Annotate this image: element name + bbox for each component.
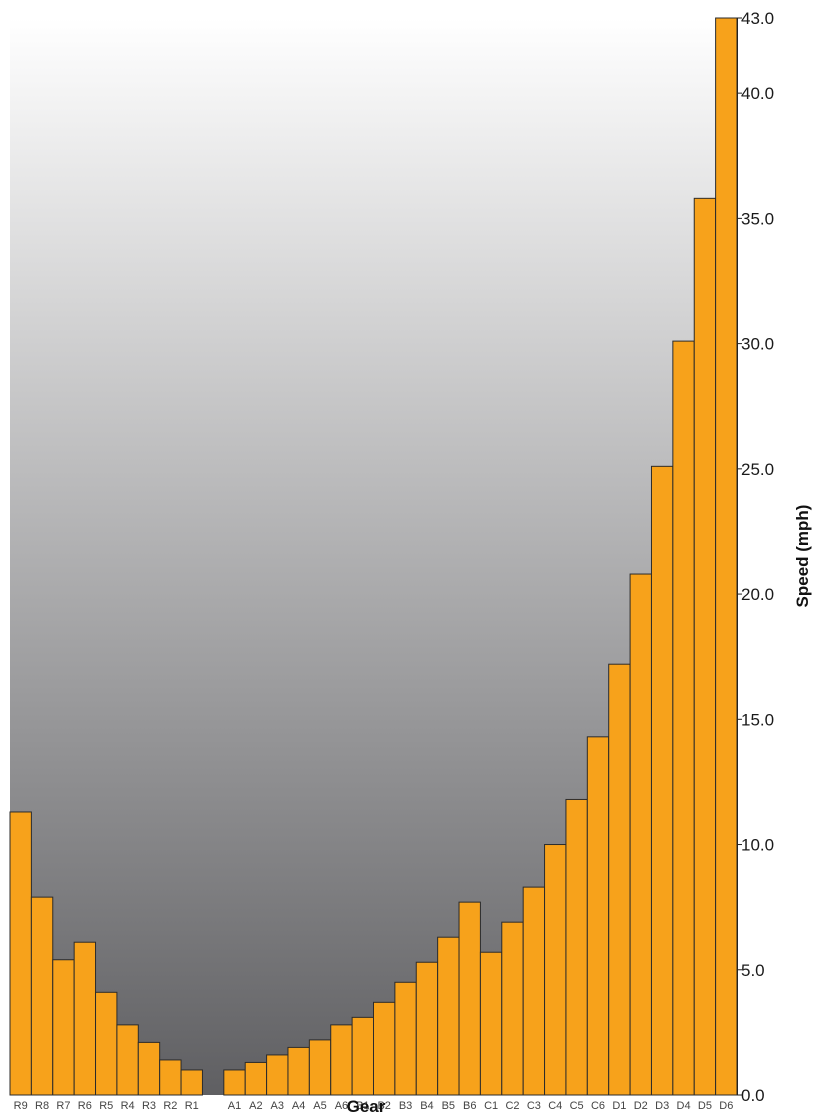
x-tick-label-d6: D6 [719,1100,733,1112]
x-tick-label-r8: R8 [35,1100,49,1112]
x-tick-label-b6: B6 [463,1100,476,1112]
bar-r5 [95,991,118,1096]
bar-b1 [351,1016,374,1096]
x-tick-label-r9: R9 [14,1100,28,1112]
bar-r9 [9,811,32,1096]
y-axis: 0.0 5.0 10.0 15.0 20.0 25.0 30.0 35.0 40.0 43.0 [737,9,774,1105]
bar-c5 [565,798,588,1096]
x-tick-label-r4: R4 [121,1100,135,1112]
bar-r6 [73,941,97,1096]
x-tick-label-a3: A3 [271,1100,284,1112]
x-tick-label-r7: R7 [56,1100,70,1112]
x-tick-label-b1: B1 [356,1100,369,1112]
bar-d2 [629,573,652,1096]
bar-c6 [586,736,610,1096]
x-tick-label-a6: A6 [335,1100,348,1112]
x-tick-label-d3: D3 [655,1100,669,1112]
x-tick-label-b5: B5 [442,1100,455,1112]
bar-r4 [116,1024,139,1096]
bar-b4 [415,961,439,1096]
y-tick-label: 0.0 [741,1086,765,1105]
category-labels: R9 R8 R7 R6 R5 R4 R3 R2 R1 A1 A2 A3 A4 A5 A6 B1 B2 B3 B4 B5… [14,1100,734,1112]
y-tick-label: 5.0 [741,961,765,980]
bar-r7 [52,959,75,1096]
bar-b3 [394,981,417,1096]
y-tick-label: 15.0 [741,710,774,729]
x-tick-label-b3: B3 [399,1100,412,1112]
x-tick-label-d1: D1 [612,1100,626,1112]
bar-d4 [672,340,695,1096]
bar-b2 [373,1001,396,1096]
y-axis-title: Speed (mph) [793,505,812,608]
x-tick-label-b2: B2 [377,1100,390,1112]
bar-r1 [180,1069,203,1096]
bar-a5 [308,1039,332,1096]
bar-c2 [501,921,524,1096]
bar-d5 [693,197,717,1096]
x-tick-label-d4: D4 [677,1100,691,1112]
bars-group [9,17,738,1096]
bar-a2 [244,1061,268,1096]
bar-a4 [287,1046,310,1096]
y-tick-label: 10.0 [741,836,774,855]
bar-d3 [650,465,674,1096]
x-tick-label-d5: D5 [698,1100,712,1112]
x-tick-label-r3: R3 [142,1100,156,1112]
x-tick-label-c1: C1 [484,1100,498,1112]
x-tick-label-b4: B4 [420,1100,433,1112]
x-tick-label-a1: A1 [228,1100,241,1112]
x-tick-label-r2: R2 [163,1100,177,1112]
bar-d6 [715,17,738,1096]
x-tick-label-r6: R6 [78,1100,92,1112]
y-tick-label: 30.0 [741,335,774,354]
bar-b5 [437,936,460,1096]
y-tick-label: 40.0 [741,84,774,103]
x-tick-label-a2: A2 [249,1100,262,1112]
bar-a3 [266,1054,289,1096]
bar-b6 [458,901,481,1096]
bar-r2 [159,1059,182,1096]
bar-c1 [479,951,503,1096]
bar-a6 [330,1024,353,1096]
x-tick-label-r1: R1 [185,1100,199,1112]
x-tick-label-d2: D2 [634,1100,648,1112]
x-tick-label-c6: C6 [591,1100,605,1112]
bar-c4 [544,844,567,1096]
x-axis-title: Gear [347,1097,386,1116]
y-tick-label: 43.0 [741,9,774,28]
x-tick-label-a5: A5 [313,1100,326,1112]
y-tick-label: 20.0 [741,585,774,604]
x-tick-label-c4: C4 [548,1100,562,1112]
bar-c3 [522,886,546,1096]
bar-d1 [608,663,631,1096]
y-tick-label: 25.0 [741,460,774,479]
bar-r3 [137,1041,161,1096]
bar-a1 [223,1069,246,1096]
x-tick-label-c3: C3 [527,1100,541,1112]
x-tick-label-c2: C2 [505,1100,519,1112]
bar-r8 [30,896,54,1096]
x-tick-label-c5: C5 [570,1100,584,1112]
x-tick-label-a4: A4 [292,1100,305,1112]
x-tick-label-r5: R5 [99,1100,113,1112]
y-tick-label: 35.0 [741,209,774,228]
